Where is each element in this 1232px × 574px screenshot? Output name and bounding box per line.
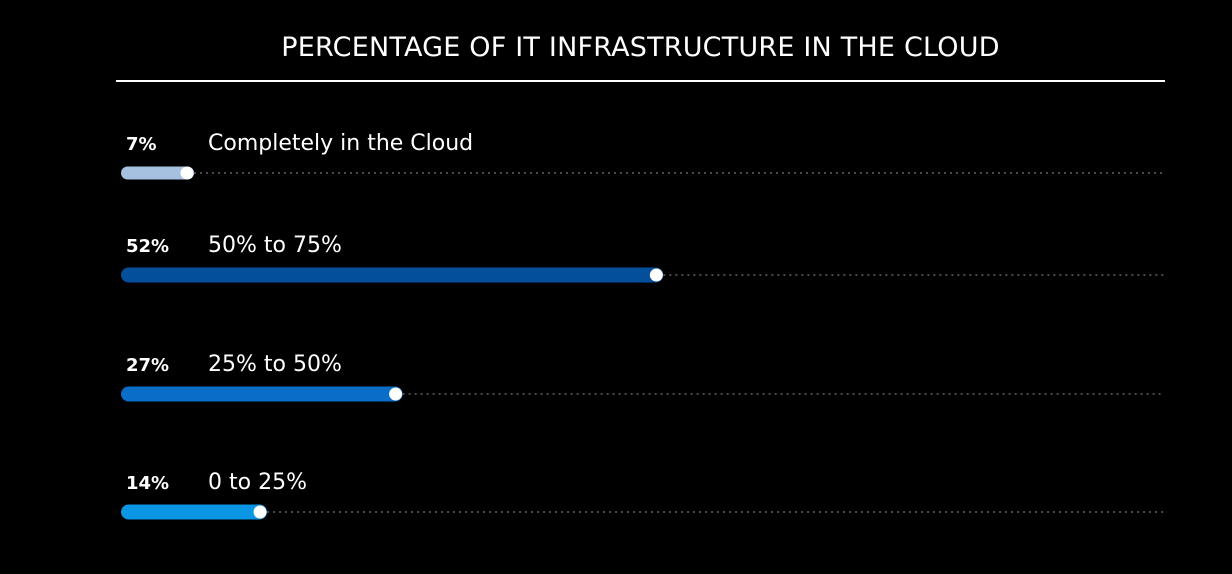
value-label: 52% xyxy=(126,236,169,257)
value-label: 27% xyxy=(126,355,169,376)
value-label: 14% xyxy=(126,473,169,494)
bar xyxy=(121,386,403,402)
title-divider xyxy=(116,80,1165,82)
bar-knob xyxy=(389,387,403,401)
category-label: 50% to 75% xyxy=(208,233,342,258)
bar xyxy=(121,504,268,520)
bar-knob xyxy=(180,166,194,180)
category-label: 25% to 50% xyxy=(208,352,342,377)
category-label: 0 to 25% xyxy=(208,470,307,495)
bar-knob xyxy=(253,505,267,519)
bar xyxy=(121,166,195,180)
value-label: 7% xyxy=(126,134,157,155)
bar xyxy=(121,267,664,283)
chart-title: PERCENTAGE OF IT INFRASTRUCTURE IN THE C… xyxy=(281,32,1000,63)
bar-knob xyxy=(649,268,663,282)
category-label: Completely in the Cloud xyxy=(208,131,473,156)
